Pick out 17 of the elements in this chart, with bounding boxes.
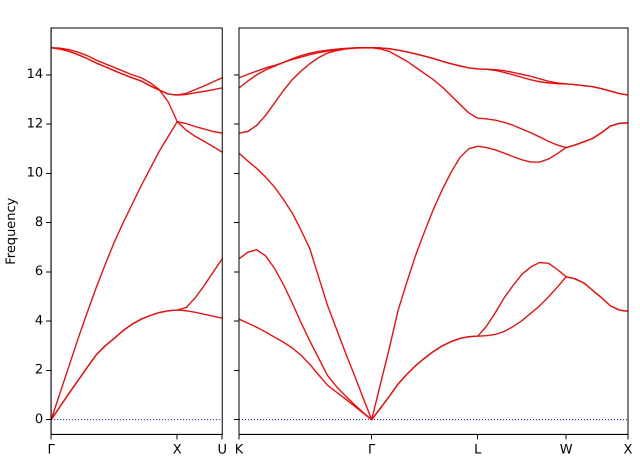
x-tick-label: K — [234, 442, 244, 458]
x-tick-label: Γ — [48, 442, 56, 458]
x-tick-label: W — [560, 442, 573, 458]
x-tick-label: X — [624, 442, 633, 458]
x-tick-label: U — [217, 442, 227, 458]
x-tick-label: L — [474, 442, 482, 458]
y-tick-label: 0 — [34, 412, 44, 427]
y-tick-label: 12 — [26, 116, 44, 132]
y-tick-label: 8 — [34, 214, 44, 230]
x-tick-label: X — [172, 442, 182, 458]
y-tick-label: 14 — [26, 67, 44, 82]
x-tick-label: Γ — [368, 442, 376, 458]
y-tick-label: 4 — [34, 313, 44, 328]
y-tick-label: 10 — [26, 166, 44, 181]
y-tick-label: 6 — [34, 264, 44, 280]
y-axis-title: Frequency — [4, 197, 20, 265]
y-tick-label: 2 — [34, 362, 44, 378]
